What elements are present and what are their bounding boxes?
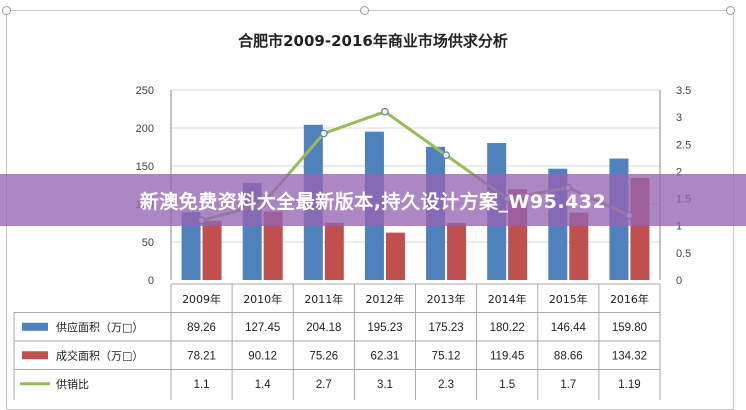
bar-deal xyxy=(447,222,467,280)
table-cell: 195.23 xyxy=(367,322,402,334)
category-label: 2013年 xyxy=(427,292,466,306)
category-label: 2015年 xyxy=(549,292,588,306)
table-cell: 119.45 xyxy=(490,350,524,362)
table-cell: 2.7 xyxy=(316,379,332,391)
y-right-tick-label: 2 xyxy=(676,166,682,178)
y-left-tick-label: 250 xyxy=(136,85,154,97)
y-right-tick-label: 0.5 xyxy=(676,248,691,260)
bar-deal xyxy=(202,220,222,280)
category-label: 2010年 xyxy=(243,292,282,306)
resize-handle-top-center[interactable] xyxy=(360,6,369,15)
table-cell: 88.66 xyxy=(554,350,583,362)
table-cell: 134.32 xyxy=(612,350,647,362)
table-cell: 175.23 xyxy=(428,322,463,334)
legend-label: 供应面积（万□） xyxy=(56,320,143,334)
point-ratio xyxy=(442,151,450,159)
legend-key xyxy=(22,351,48,360)
category-label: 2016年 xyxy=(610,292,649,306)
table-cell: 75.26 xyxy=(309,350,338,362)
legend-label: 供销比 xyxy=(56,377,89,391)
category-label: 2011年 xyxy=(304,292,343,306)
y-right-tick-label: 3.5 xyxy=(676,85,691,97)
table-cell: 204.18 xyxy=(306,322,341,334)
table-cell: 1.1 xyxy=(194,379,210,391)
category-label: 2014年 xyxy=(488,292,527,306)
chart-title: 合肥市2009-2016年商业市场供求分析 xyxy=(238,32,508,50)
bar-deal xyxy=(385,232,405,280)
table-cell: 3.1 xyxy=(377,379,393,391)
table-cell: 78.21 xyxy=(187,350,216,362)
y-right-tick-label: 0 xyxy=(676,275,682,287)
point-ratio xyxy=(320,129,328,138)
bar-deal xyxy=(569,212,589,280)
table-cell: 2.3 xyxy=(438,379,454,391)
watermark-banner: 新澳免费资料大全最新版本,持久设计方案_W95.432 xyxy=(0,174,746,226)
y-left-tick-label: 0 xyxy=(148,275,154,287)
y-right-tick-label: 1 xyxy=(676,221,682,233)
table-cell: 90.12 xyxy=(248,350,277,362)
table-cell: 180.22 xyxy=(490,322,525,334)
category-label: 2012年 xyxy=(365,292,404,306)
watermark-text: 新澳免费资料大全最新版本,持久设计方案_W95.432 xyxy=(139,190,607,213)
table-cell: 62.31 xyxy=(371,350,400,362)
table-cell: 127.45 xyxy=(245,322,280,334)
table-cell: 1.7 xyxy=(560,379,576,391)
y-left-tick-label: 50 xyxy=(142,237,154,249)
table-cell: 159.80 xyxy=(612,322,647,334)
bar-deal xyxy=(263,211,283,280)
table-cell: 1.5 xyxy=(499,379,515,391)
resize-handle-top-left[interactable] xyxy=(2,6,11,15)
bar-supply xyxy=(181,212,201,280)
resize-handle-top-right[interactable] xyxy=(726,6,735,15)
table-cell: 1.19 xyxy=(618,379,640,391)
table-cell: 1.4 xyxy=(255,379,272,391)
y-right-tick-label: 2.5 xyxy=(676,139,691,151)
table-cell: 75.12 xyxy=(432,350,461,362)
y-left-tick-label: 150 xyxy=(136,161,154,173)
point-ratio xyxy=(381,107,389,116)
category-label: 2009年 xyxy=(182,292,221,306)
table-cell: 146.44 xyxy=(551,322,587,334)
y-right-tick-label: 3 xyxy=(676,112,682,124)
legend-key xyxy=(22,322,48,331)
bar-deal xyxy=(324,222,344,280)
legend-label: 成交面积（万□） xyxy=(56,348,143,362)
y-left-tick-label: 200 xyxy=(136,123,154,135)
table-cell: 89.26 xyxy=(187,322,216,334)
